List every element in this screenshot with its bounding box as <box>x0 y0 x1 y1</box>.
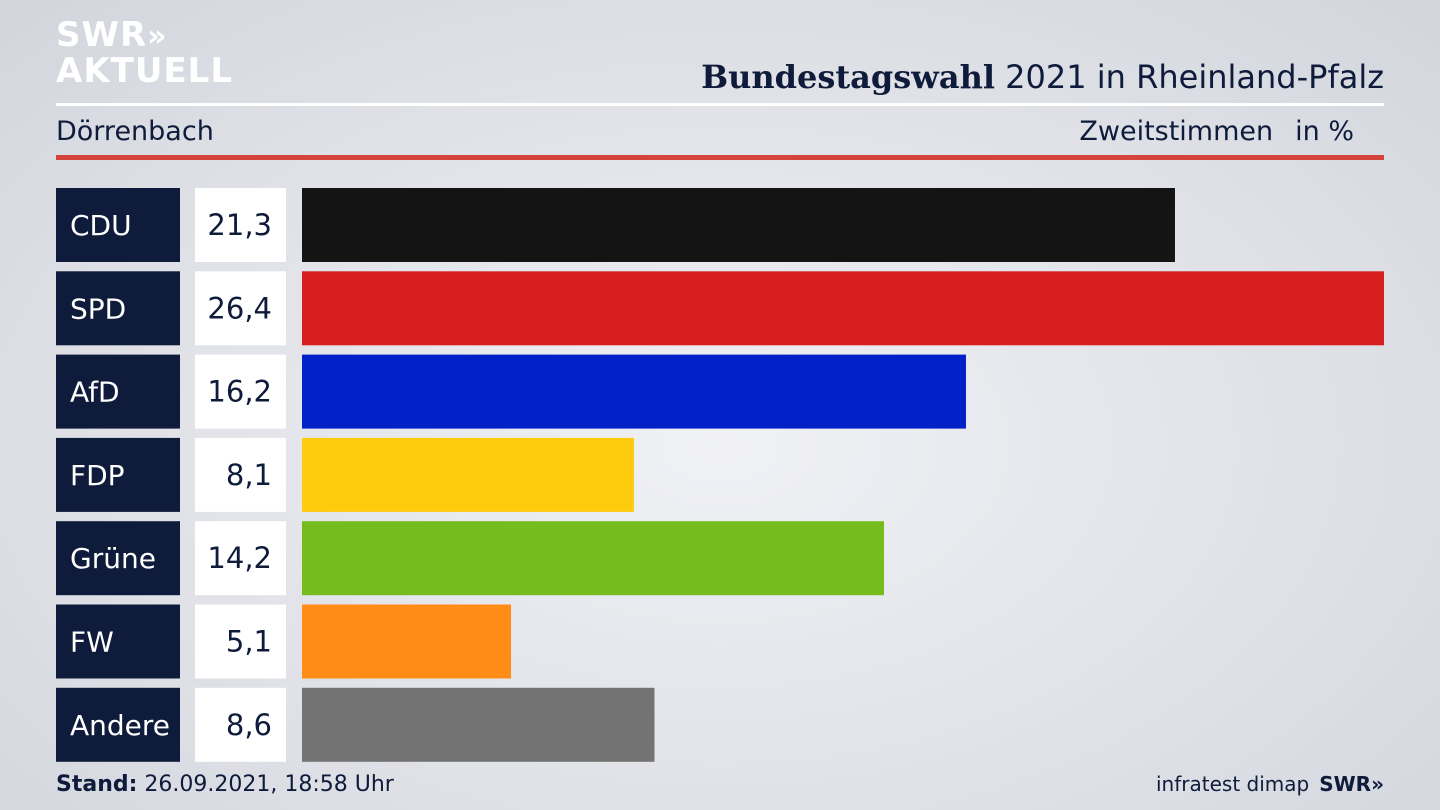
party-label-box-spd <box>56 271 180 346</box>
party-label-box-fdp <box>56 437 180 512</box>
value-box-andere <box>195 687 286 762</box>
value-box-fw <box>195 604 286 679</box>
bar-cdu <box>302 188 1175 262</box>
bar-andere <box>302 687 655 762</box>
value-box-gr-ne <box>195 521 286 596</box>
party-label-box-andere <box>56 687 180 762</box>
party-label-box-cdu <box>56 188 180 262</box>
value-label-cdu: 21,3 <box>207 208 272 242</box>
party-label-afd: AfD <box>70 376 120 409</box>
unit-label: in % <box>1295 116 1354 147</box>
timestamp: Stand: 26.09.2021, 18:58 Uhr <box>56 772 394 797</box>
measure-label: Zweitstimmen <box>1079 116 1274 147</box>
value-label-afd: 16,2 <box>207 375 272 409</box>
page-title-bold: Bundestagswahl <box>701 58 995 96</box>
measure-label-group: Zweitstimmen in % <box>1079 116 1354 147</box>
page-title: Bundestagswahl 2021 in Rheinland-Pfalz <box>701 58 1384 96</box>
party-label-box-fw <box>56 604 180 679</box>
bar-fw <box>302 604 512 679</box>
source-credit: infratest dimap SWR» <box>1156 772 1384 796</box>
party-label-gr-ne: Grüne <box>70 542 156 575</box>
bar-fdp <box>302 437 634 512</box>
party-label-cdu: CDU <box>70 209 132 242</box>
bar-gr-ne <box>302 521 884 596</box>
value-label-andere: 8,6 <box>226 708 272 742</box>
value-box-cdu <box>195 188 286 262</box>
timestamp-value: 26.09.2021, 18:58 Uhr <box>137 772 394 797</box>
timestamp-label: Stand: <box>56 772 138 797</box>
header-divider <box>56 103 1384 106</box>
value-label-fw: 5,1 <box>226 625 272 659</box>
party-label-andere: Andere <box>70 709 170 742</box>
source-label: infratest dimap <box>1156 772 1310 796</box>
party-label-fdp: FDP <box>70 459 125 492</box>
party-label-fw: FW <box>70 626 114 659</box>
value-box-afd <box>195 354 286 429</box>
value-label-fdp: 8,1 <box>226 458 272 492</box>
party-label-spd: SPD <box>70 292 126 325</box>
value-box-spd <box>195 271 286 346</box>
bar-spd <box>302 271 1384 346</box>
location-label: Dörrenbach <box>56 116 214 147</box>
swr-aktuell-logo: SWR» AKTUELL <box>56 15 234 91</box>
page-title-rest: 2021 in Rheinland-Pfalz <box>995 58 1384 96</box>
value-label-gr-ne: 14,2 <box>207 541 272 575</box>
party-label-box-gr-ne <box>56 521 180 596</box>
party-label-box-afd <box>56 354 180 429</box>
value-box-fdp <box>195 437 286 512</box>
value-label-spd: 26,4 <box>207 291 272 325</box>
bar-afd <box>302 354 966 429</box>
accent-divider <box>56 155 1384 160</box>
swr-footer-logo: SWR» <box>1319 772 1384 796</box>
